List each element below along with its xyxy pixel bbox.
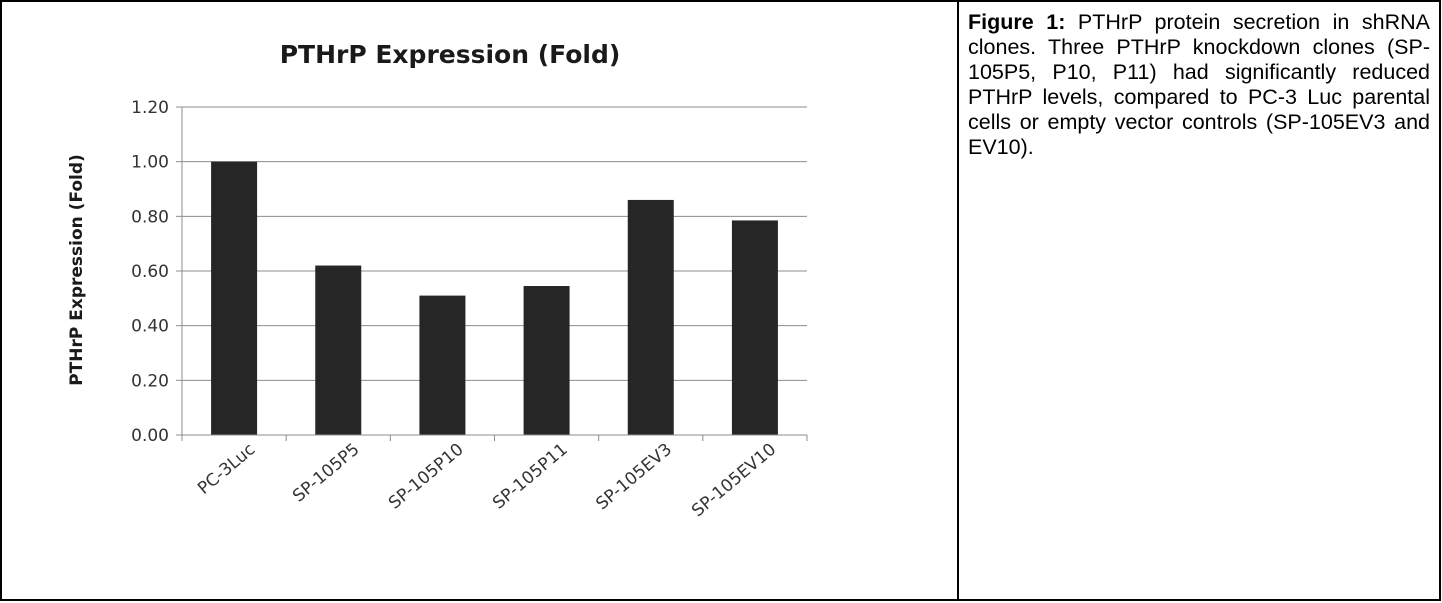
bar <box>315 265 362 435</box>
bar <box>627 199 674 435</box>
chart-title: PTHrP Expression (Fold) <box>280 40 621 69</box>
bar-chart: PTHrP Expression (Fold) PTHrP Expression… <box>67 40 808 522</box>
caption-text: PTHrP protein secretion in shRNA clones.… <box>968 10 1430 159</box>
bar <box>731 220 778 435</box>
y-tick-label: 0.00 <box>131 426 169 446</box>
bar <box>419 295 466 435</box>
y-tick-label: 1.00 <box>131 153 169 173</box>
y-tick-label: 0.60 <box>131 262 169 282</box>
x-tick-label: SP-105P11 <box>489 440 572 514</box>
x-tick-label: SP-105EV3 <box>592 440 676 515</box>
x-tick-label: SP-105EV10 <box>688 440 780 522</box>
y-axis-ticks: 0.00 0.20 0.40 0.60 0.80 1.00 1.20 <box>131 98 182 446</box>
gridlines <box>182 106 807 381</box>
x-tick-label: PC-3Luc <box>194 440 259 499</box>
y-tick-label: 0.80 <box>131 207 169 227</box>
y-tick-label: 0.20 <box>131 371 169 391</box>
cell-divider <box>957 2 959 599</box>
y-axis-label: PTHrP Expression (Fold) <box>67 154 87 386</box>
x-axis <box>181 107 808 441</box>
x-tick-label: SP-105P10 <box>385 440 468 514</box>
caption-label: Figure 1: <box>968 10 1066 34</box>
bar <box>211 161 258 435</box>
bars <box>211 161 778 435</box>
chart-cell: PTHrP Expression (Fold) PTHrP Expression… <box>2 2 957 603</box>
bar <box>523 286 570 435</box>
x-tick-label: SP-105P5 <box>289 440 363 507</box>
figure-caption: Figure 1: PTHrP protein secretion in shR… <box>968 10 1430 160</box>
y-tick-label: 0.40 <box>131 317 169 337</box>
x-axis-tick-labels: PC-3Luc SP-105P5 SP-105P10 SP-105P11 SP-105E… <box>194 440 780 522</box>
y-tick-label: 1.20 <box>131 98 169 118</box>
